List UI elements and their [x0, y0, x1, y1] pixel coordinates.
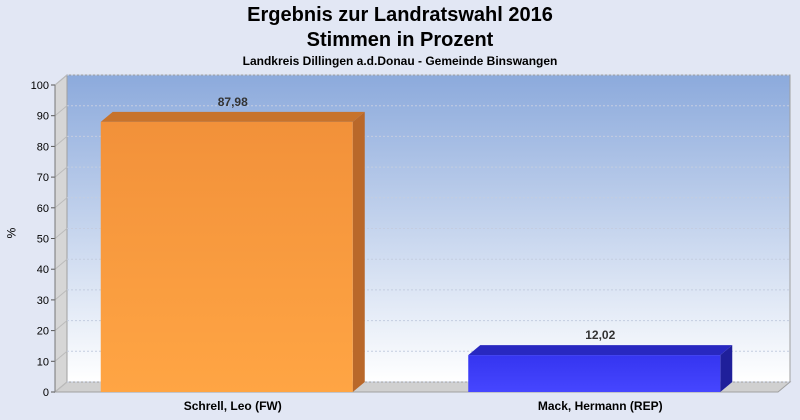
- chart-subtitle: Landkreis Dillingen a.d.Donau - Gemeinde…: [242, 54, 558, 68]
- value-label: 87,98: [218, 95, 248, 109]
- y-tick-label: 20: [37, 326, 49, 338]
- bar: [100, 121, 353, 392]
- gridline-wall: [54, 350, 68, 362]
- gridline-wall: [54, 258, 68, 270]
- chart-title-line2: Stimmen in Prozent: [306, 29, 494, 51]
- gridline-wall: [54, 136, 68, 147]
- category-label: Mack, Hermann (REP): [538, 399, 663, 413]
- y-tick-label: 90: [37, 111, 49, 123]
- gridline-wall: [54, 289, 68, 301]
- bar-top: [100, 111, 365, 122]
- bar-side: [720, 345, 733, 392]
- gridline-wall: [54, 381, 68, 393]
- gridline-wall: [54, 166, 68, 178]
- y-tick-label: 70: [37, 172, 49, 184]
- chart-title: Ergebnis zur Landratswahl 2016: [247, 4, 553, 26]
- bar-top: [468, 345, 733, 356]
- category-label: Schrell, Leo (FW): [184, 399, 282, 413]
- y-tick-label: 40: [37, 264, 49, 276]
- gridline-wall: [54, 197, 68, 209]
- y-tick-label: 100: [31, 80, 49, 92]
- gridline-wall: [54, 105, 68, 117]
- gridline-wall: [54, 228, 68, 239]
- y-tick-label: 50: [37, 234, 49, 246]
- y-tick-label: 60: [37, 203, 49, 215]
- y-tick-label: 80: [37, 141, 49, 153]
- gridline-wall: [54, 74, 68, 86]
- bar: [468, 355, 721, 392]
- y-tick-label: 0: [43, 387, 49, 399]
- bar-side: [352, 111, 365, 392]
- value-label: 12,02: [585, 328, 615, 342]
- gridline-wall: [54, 320, 68, 331]
- y-tick-label: 30: [37, 295, 49, 307]
- y-tick-label: 10: [37, 356, 49, 368]
